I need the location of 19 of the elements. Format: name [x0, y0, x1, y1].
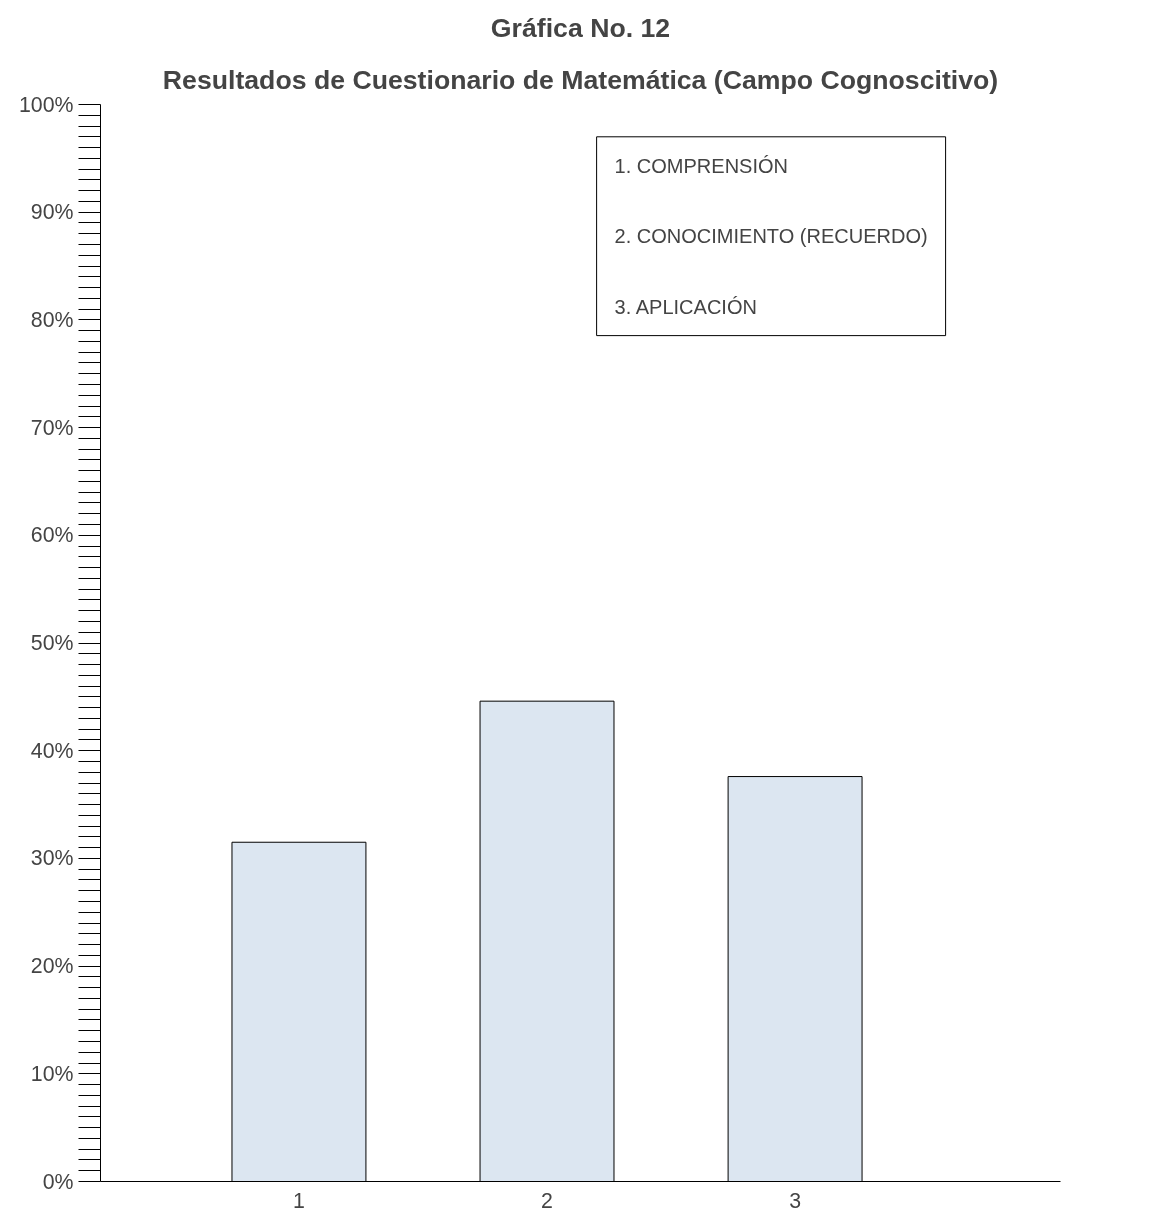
y-tick-label: 0%: [42, 1169, 74, 1194]
annotation: 1. COMPRENSIÓN: [614, 154, 788, 177]
y-tick-label: 70%: [30, 415, 74, 440]
y-tick-label: 40%: [30, 738, 74, 763]
x-tick-label: 3: [789, 1188, 802, 1213]
y-tick-label: 100%: [18, 92, 74, 117]
annotation: 2. CONOCIMIENTO (RECUERDO): [614, 225, 928, 248]
y-tick-label: 80%: [30, 307, 74, 332]
y-tick-label: 10%: [30, 1061, 74, 1086]
y-tick-label: 20%: [30, 954, 74, 979]
annotation: 3. APLICACIÓN: [614, 295, 757, 318]
y-tick-label: 30%: [30, 846, 74, 871]
y-tick-label: 60%: [30, 523, 74, 548]
x-tick-label: 1: [293, 1188, 305, 1213]
y-tick-label: 90%: [30, 200, 74, 225]
x-tick-label: 2: [541, 1188, 553, 1213]
chart-title: Gráfica No. 12: [490, 12, 671, 43]
chart-subtitle: Resultados de Cuestionario de Matemática (Campo Cognoscitivo): [162, 64, 999, 95]
y-tick-label: 50%: [30, 631, 74, 655]
